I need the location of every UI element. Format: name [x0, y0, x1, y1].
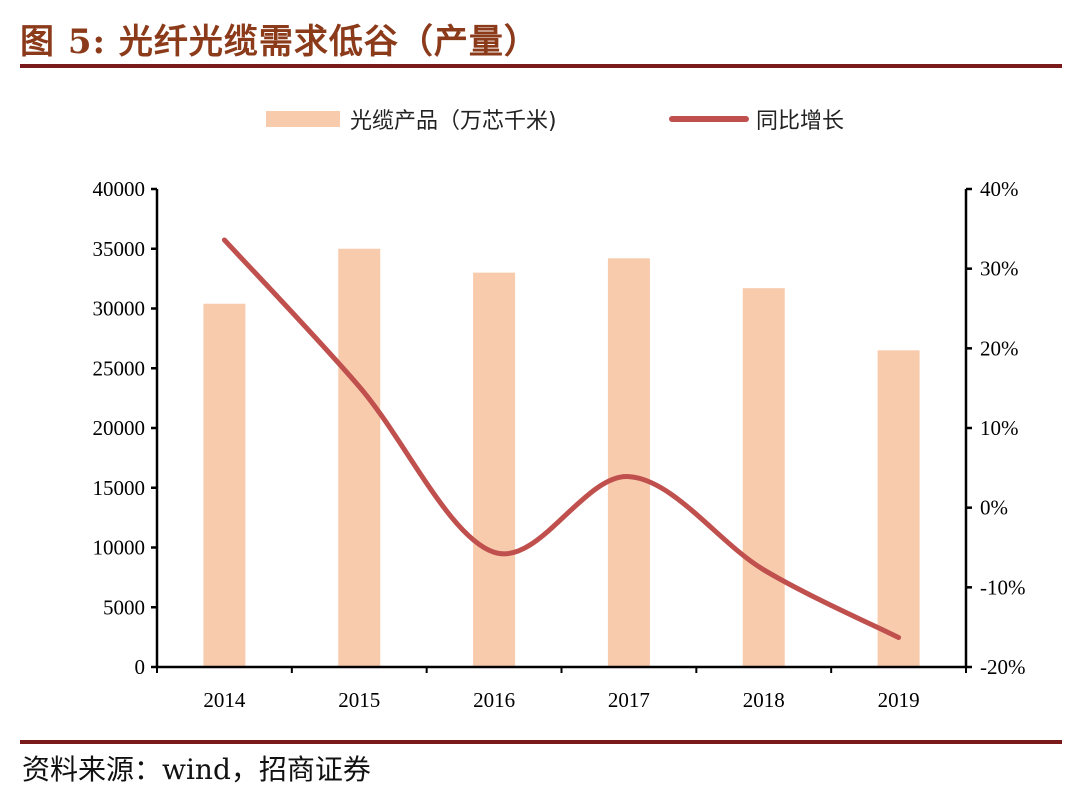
left-tick-label: 15000	[93, 476, 146, 500]
legend: 光缆产品（万芯千米) 同比增长	[266, 109, 844, 134]
legend-line-label: 同比增长	[756, 109, 844, 134]
left-tick-label: 25000	[93, 356, 146, 380]
bar-2014	[203, 303, 246, 667]
legend-bar-label: 光缆产品（万芯千米)	[350, 109, 557, 134]
bar-2017	[607, 258, 650, 667]
title-rule	[20, 64, 1062, 68]
right-tick-label: 10%	[980, 416, 1019, 440]
right-tick-label: -20%	[980, 655, 1026, 679]
left-tick-label: 10000	[93, 536, 146, 560]
right-tick-label: 0%	[980, 496, 1008, 520]
right-tick-label: -10%	[980, 575, 1026, 599]
x-tick-label: 2019	[878, 688, 920, 712]
right-tick-label: 20%	[980, 336, 1019, 360]
x-tick-label: 2018	[743, 688, 785, 712]
right-tick-label: 40%	[980, 177, 1019, 201]
bar-2018	[742, 288, 785, 667]
left-tick-label: 20000	[93, 416, 146, 440]
x-tick-label: 2014	[203, 688, 246, 712]
chart: 光缆产品（万芯千米) 同比增长 0 5000 10000 15000 20000 2500…	[93, 109, 1026, 712]
left-tick-label: 0	[135, 655, 146, 679]
x-tick-label: 2017	[608, 688, 650, 712]
legend-bar-swatch	[266, 111, 340, 127]
x-tick-label: 2016	[473, 688, 515, 712]
figure-title: 图 5: 光纤光缆需求低谷（产量）	[20, 22, 539, 62]
left-tick-label: 5000	[103, 595, 145, 619]
left-tick-label: 35000	[93, 237, 146, 261]
bar-2019	[877, 350, 920, 667]
left-tick-label: 40000	[93, 177, 146, 201]
x-tick-label: 2015	[338, 688, 380, 712]
source-note: 资料来源：wind，招商证券	[22, 753, 371, 786]
growth-line	[221, 237, 902, 641]
bar-2015	[338, 248, 381, 667]
right-tick-label: 30%	[980, 257, 1019, 281]
left-tick-label: 30000	[93, 297, 146, 321]
bar-2016	[473, 272, 516, 667]
source-rule	[20, 740, 1062, 744]
